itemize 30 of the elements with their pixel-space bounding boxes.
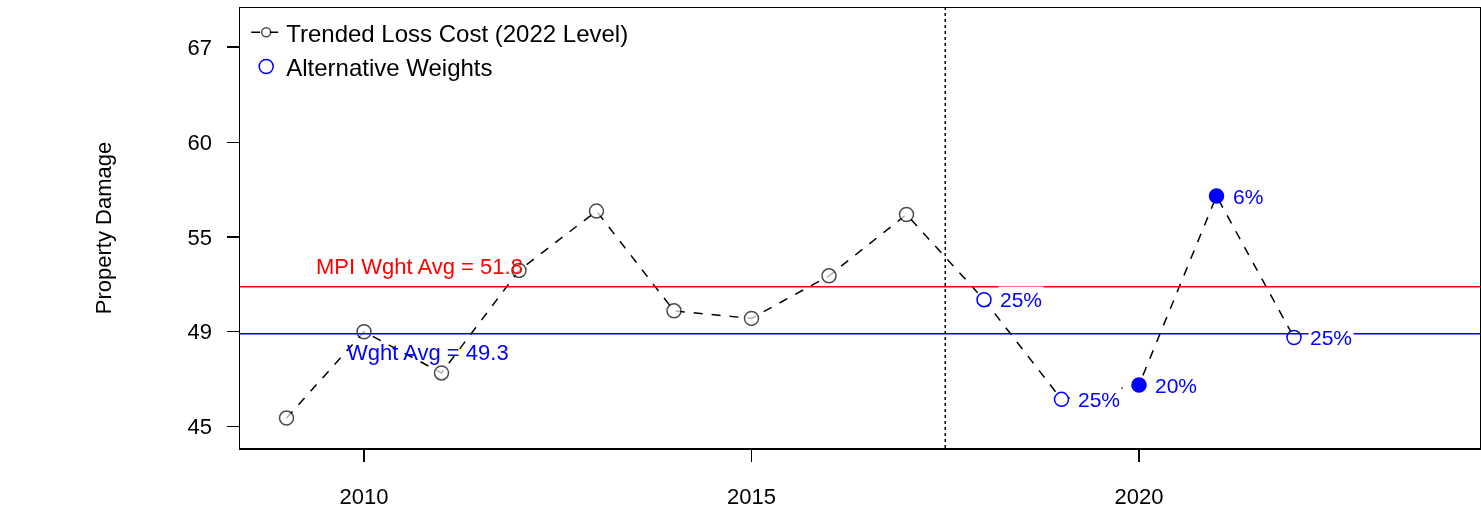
point: [1131, 377, 1147, 393]
ref-line-label: Wght Avg = 49.3: [347, 340, 509, 365]
y-tick-label: 60: [187, 130, 213, 156]
x-tick-label: 2010: [339, 483, 389, 509]
point: [278, 410, 295, 426]
point: [1208, 188, 1225, 204]
x-tick-label: 2015: [727, 483, 776, 509]
point: [898, 206, 915, 223]
y-tick-label: 55: [187, 224, 213, 250]
annotation: 25%: [1000, 288, 1043, 311]
y-tick-label: 45: [187, 414, 213, 440]
point: [976, 291, 992, 308]
point: [1286, 329, 1302, 346]
y-tick-label: 67: [187, 34, 213, 60]
point: [588, 203, 605, 219]
point: [1053, 391, 1070, 408]
point: [433, 365, 450, 381]
point: [666, 303, 682, 319]
legend-label: Trended Loss Cost (2022 Level): [286, 19, 629, 47]
point: [821, 268, 837, 284]
point: [743, 310, 760, 327]
y-tick-label: 49: [187, 319, 213, 345]
annotation: 25%: [1078, 388, 1121, 411]
annotation: 6%: [1233, 185, 1264, 208]
legend-label: Alternative Weights: [286, 53, 493, 81]
x-tick-label: 2020: [1114, 483, 1164, 509]
annotation: 25%: [1310, 326, 1353, 349]
y-axis-title: Property Damage: [90, 141, 116, 315]
annotation: 20%: [1155, 374, 1198, 397]
point: [356, 323, 372, 340]
